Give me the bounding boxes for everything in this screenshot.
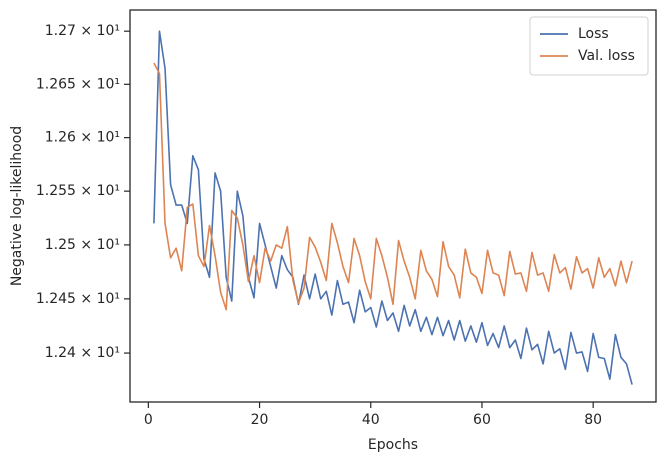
y-tick-label: 1.27 × 10¹ (45, 23, 120, 39)
series-line (153, 62, 633, 311)
x-tick-label: 80 (584, 412, 602, 428)
legend-box (529, 16, 649, 76)
y-axis-label: Negative log-likelihood (9, 126, 25, 286)
series-line (153, 30, 633, 385)
x-tick-label: 40 (362, 412, 380, 428)
legend-label: Loss (578, 26, 609, 42)
x-tick-label: 60 (473, 412, 491, 428)
x-tick-label: 20 (251, 412, 269, 428)
y-tick-label: 1.265 × 10¹ (36, 76, 120, 92)
x-axis-label: Epochs (368, 437, 418, 453)
plot-frame (129, 9, 657, 403)
y-tick-label: 1.24 × 10¹ (45, 345, 120, 361)
legend-label: Val. loss (578, 48, 635, 64)
y-tick-label: 1.255 × 10¹ (36, 183, 120, 199)
y-tick-label: 1.25 × 10¹ (45, 237, 120, 253)
y-tick-label: 1.26 × 10¹ (45, 130, 120, 146)
y-tick-label: 1.245 × 10¹ (36, 291, 120, 307)
x-tick-label: 0 (144, 412, 153, 428)
